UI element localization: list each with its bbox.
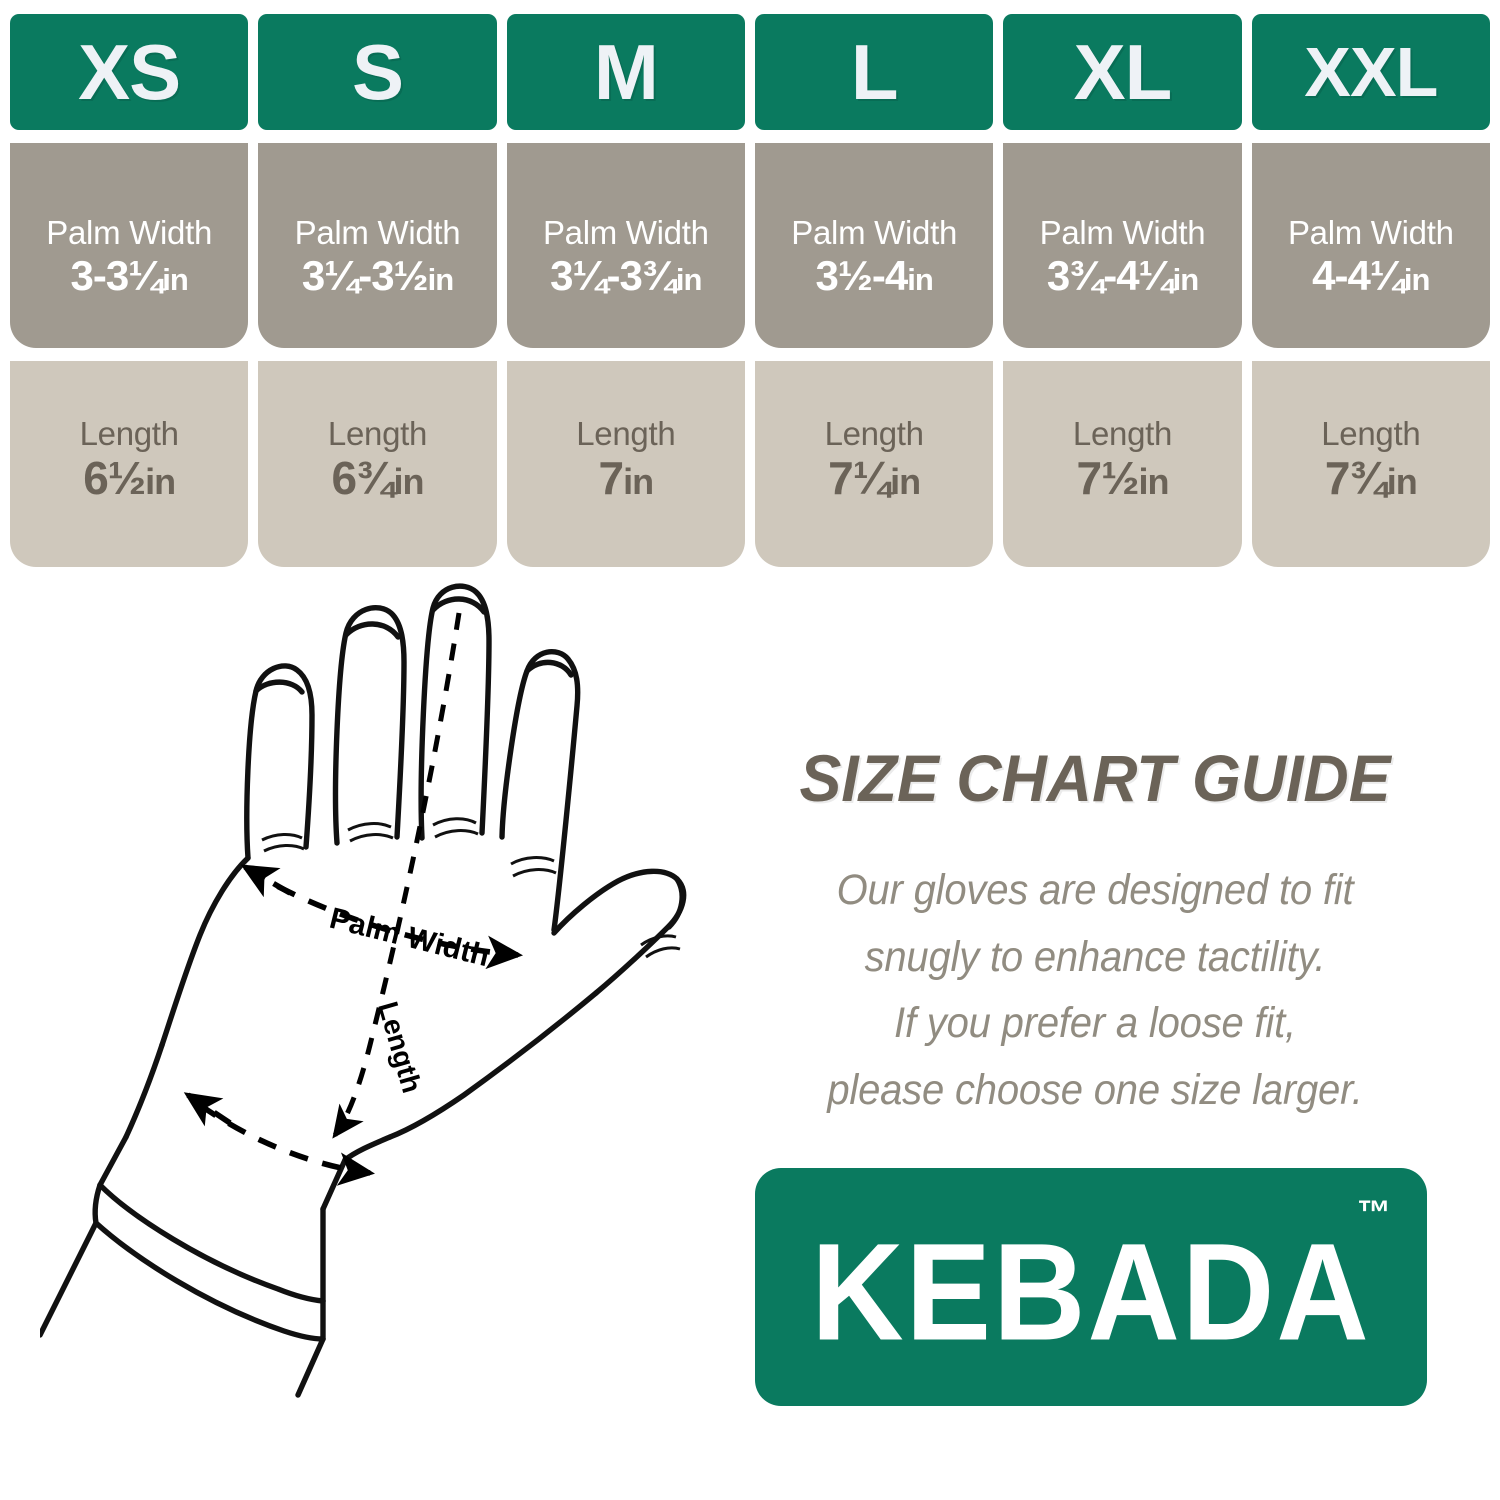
palm-width-cell-m: Palm Width 3¼-3¾in [506, 143, 745, 348]
size-header-xs: XS [10, 14, 249, 130]
length-cell-xs: Length 6½in [10, 361, 249, 567]
palm-width-label: Palm Width [1287, 214, 1454, 252]
palm-width-number: 3¼-3¾ [550, 251, 677, 299]
size-header-label: XL [1073, 28, 1173, 116]
size-header-m: M [506, 14, 745, 130]
guide-text-line: Our gloves are designed to fit [836, 866, 1354, 914]
guide-text-line: If you prefer a loose fit, [894, 999, 1296, 1048]
size-header-label: L [850, 28, 899, 116]
guide-text-line: snugly to enhance tactility. [864, 932, 1326, 981]
palm-width-diagram-label: Palm Width [326, 902, 492, 973]
brand-wordmark: KEBADA [811, 1215, 1371, 1370]
length-value: 6½in [83, 452, 176, 505]
page-title: SIZE CHART GUIDE [799, 741, 1391, 815]
palm-width-cell-xxl: Palm Width 4-4¼in [1251, 143, 1490, 348]
length-measure-arrow [332, 612, 462, 1139]
length-value: 6¾in [331, 452, 425, 505]
palm-width-value: 3½-4in [815, 251, 934, 300]
palm-width-cell-s: Palm Width 3¼-3½in [258, 143, 497, 348]
palm-width-unit: in [675, 261, 703, 297]
knuckle-crease-marks [261, 817, 681, 959]
length-unit: in [623, 461, 654, 503]
palm-width-label: Palm Width [791, 214, 958, 252]
palm-width-value: 4-4¼in [1312, 251, 1431, 300]
length-label: Length [1072, 415, 1173, 452]
length-cell-l: Length 7¼in [754, 361, 994, 567]
size-guide-panel: SIZE CHART GUIDE Our gloves are designed… [745, 745, 1445, 1124]
length-value: 7in [598, 452, 655, 505]
trademark-symbol: ™ [1357, 1194, 1391, 1232]
size-header-xl: XL [1003, 14, 1242, 130]
palm-width-cell-l: Palm Width 3½-4in [754, 143, 994, 348]
size-header-label: XXL [1304, 33, 1438, 111]
hand-measurement-diagram: Palm Width Length [40, 575, 760, 1500]
palm-width-unit: in [1403, 261, 1431, 297]
palm-width-value: 3¼-3¾in [550, 251, 703, 300]
palm-width-label: Palm Width [46, 214, 213, 252]
palm-width-label: Palm Width [294, 214, 461, 252]
palm-width-value: 3¼-3½in [301, 251, 455, 300]
guide-text-line: please choose one size larger. [827, 1065, 1363, 1114]
palm-width-number: 3¾-4¼ [1046, 251, 1174, 299]
length-cell-xl: Length 7½in [1003, 361, 1242, 567]
size-header-label: M [593, 28, 659, 116]
palm-width-value: 3¾-4¼in [1046, 251, 1200, 300]
palm-width-label: Palm Width [542, 214, 709, 252]
length-number: 6¾ [331, 452, 395, 505]
length-number: 6½ [83, 452, 146, 505]
size-header-label: S [351, 28, 404, 116]
palm-width-number: 3-3¼ [70, 251, 164, 299]
size-header-label: XS [78, 28, 181, 116]
length-cell-m: Length 7in [506, 361, 745, 567]
palm-width-unit: in [162, 261, 189, 297]
palm-width-number: 4-4¼ [1312, 251, 1405, 299]
length-number: 7 [598, 452, 625, 505]
palm-width-measure-arrow-left [240, 864, 292, 898]
palm-width-value: 3-3¼in [70, 251, 189, 300]
length-label: Length [79, 415, 179, 452]
length-label: Length [327, 415, 428, 452]
palm-width-cell-xs: Palm Width 3-3¼in [10, 143, 249, 348]
length-label: Length [1321, 415, 1421, 452]
palm-width-unit: in [1172, 261, 1200, 297]
palm-width-cell-xl: Palm Width 3¾-4¼in [1003, 143, 1242, 348]
length-unit: in [890, 461, 921, 503]
length-value: 7¼in [828, 452, 921, 505]
length-number: 7¼ [828, 452, 891, 505]
length-cell-s: Length 6¾in [258, 361, 497, 567]
palm-width-measure-arrow [246, 867, 524, 970]
palm-width-unit: in [907, 261, 934, 297]
palm-width-number: 3½-4 [815, 251, 909, 299]
brand-logo: KEBADA ™ [755, 1168, 1427, 1406]
length-label: Length [824, 415, 924, 452]
size-header-xxl: XXL [1251, 14, 1490, 130]
size-header-l: L [754, 14, 994, 130]
palm-width-label: Palm Width [1039, 214, 1206, 252]
length-unit: in [145, 461, 176, 503]
hand-outline-icon [40, 583, 687, 1398]
length-number: 7¾ [1324, 452, 1388, 505]
size-chart-table: XS S M L XL XXL Palm Width 3-3¼in Palm W… [10, 14, 1490, 567]
length-cell-xxl: Length 7¾in [1251, 361, 1490, 567]
length-unit: in [1386, 461, 1418, 503]
palm-width-unit: in [427, 261, 455, 297]
length-value: 7½in [1076, 452, 1170, 505]
length-diagram-label: Length [372, 998, 428, 1096]
wrist-measure-arrow-left [183, 1092, 232, 1127]
length-unit: in [1138, 461, 1169, 503]
palm-width-number: 3¼-3½ [301, 251, 429, 299]
length-label: Length [576, 415, 676, 452]
size-header-s: S [258, 14, 497, 130]
length-value: 7¾in [1324, 452, 1418, 505]
length-number: 7½ [1076, 452, 1140, 505]
length-unit: in [393, 461, 424, 503]
